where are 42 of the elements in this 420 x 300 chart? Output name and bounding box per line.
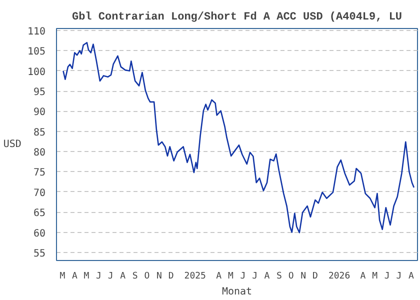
line-series — [62, 42, 415, 234]
x-tick-label: S — [276, 272, 282, 282]
x-tick-label: N — [156, 272, 162, 282]
y-tick-label: 85 — [33, 127, 46, 138]
x-tick-label: S — [132, 272, 138, 282]
x-tick-label: J — [384, 272, 390, 282]
x-tick-label: A — [72, 272, 78, 282]
x-tick-label: M — [60, 272, 66, 282]
x-tick-label: A — [360, 272, 366, 282]
x-tick-label: M — [228, 272, 234, 282]
y-axis-title: USD — [3, 139, 22, 150]
y-tick-label: 70 — [33, 188, 46, 199]
x-tick-label: N — [300, 272, 306, 282]
x-tick-label: A — [216, 272, 222, 282]
x-axis-title: Monat — [222, 286, 252, 298]
x-tick-label: A — [408, 272, 414, 282]
y-tick-label: 80 — [33, 148, 46, 159]
x-tick-label: M — [372, 272, 378, 282]
y-tick-label: 75 — [33, 168, 46, 179]
x-tick-label: O — [288, 272, 294, 282]
x-tick-label: D — [312, 272, 318, 282]
y-tick-label: 60 — [33, 228, 46, 240]
y-tick-label: 90 — [33, 107, 46, 118]
x-tick-label: J — [396, 272, 402, 282]
x-tick-label: A — [264, 272, 270, 282]
x-tick-label: J — [108, 272, 114, 282]
x-tick-label: D — [168, 272, 174, 282]
y-tick-label: 65 — [33, 208, 46, 220]
x-tick-label: J — [252, 272, 258, 282]
y-tick-label: 55 — [33, 248, 46, 260]
x-tick-label: O — [144, 272, 150, 282]
x-tick-label: J — [96, 272, 102, 282]
x-tick-label: M — [84, 272, 90, 282]
chart-title: Gbl Contrarian Long/Short Fd A ACC USD (A404L9, LU — [72, 12, 402, 24]
y-tick-label: 105 — [27, 46, 46, 58]
y-tick-label: 110 — [27, 26, 46, 38]
y-tick-label: 100 — [27, 66, 46, 78]
x-tick-label: J — [240, 272, 246, 282]
x-tick-label: 2025 — [184, 272, 206, 282]
y-tick-label: 95 — [33, 87, 46, 98]
x-tick-label: 2026 — [328, 272, 350, 282]
x-tick-label: A — [120, 272, 126, 282]
